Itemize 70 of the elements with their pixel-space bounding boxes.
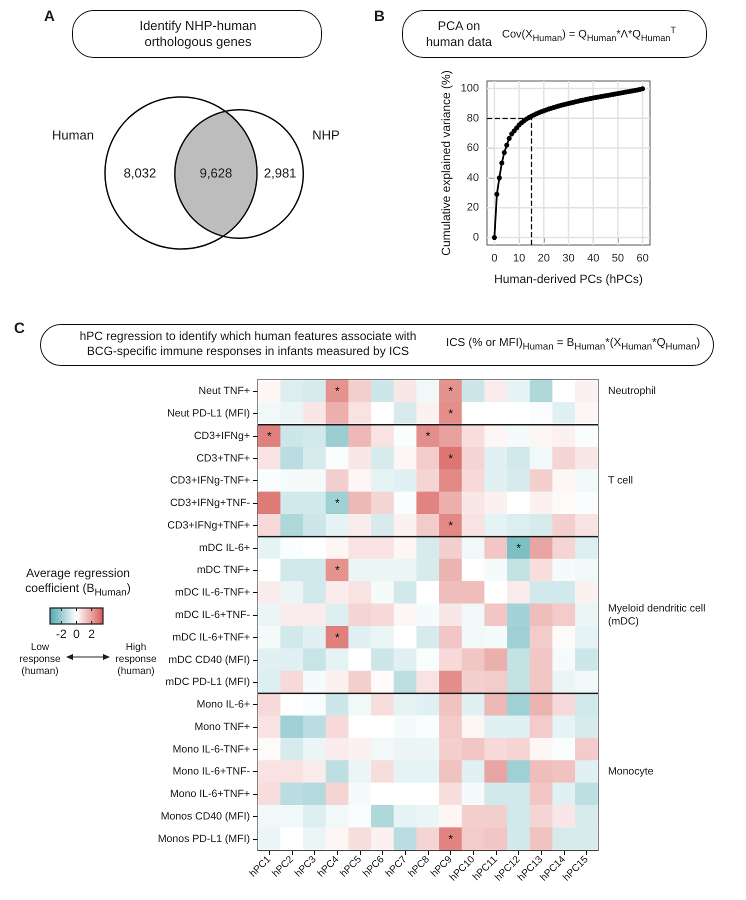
y-tick-label: Mono IL-6-TNF+ bbox=[172, 743, 250, 756]
y-tick-label: mDC IL-6+ bbox=[198, 542, 250, 554]
data-label: * bbox=[448, 832, 454, 846]
category-label: Human bbox=[52, 128, 94, 142]
text: Identify NHP-human orthologous genes bbox=[138, 18, 258, 50]
x-tick-label: 50 bbox=[612, 252, 624, 264]
chart-title: PCA on human data bbox=[424, 18, 494, 50]
y-tick-label: CD3+IFNg+ bbox=[194, 430, 250, 442]
text: B bbox=[374, 8, 385, 25]
x-tick-label: 30 bbox=[562, 252, 575, 264]
y-tick-label: Mono TNF+ bbox=[194, 720, 250, 733]
y-tick-label: CD3+TNF+ bbox=[196, 452, 250, 464]
color-bar-label: -2 bbox=[56, 627, 68, 641]
y-axis-title: Cumulative explained variance (%) bbox=[439, 70, 453, 256]
data-label: * bbox=[426, 428, 431, 443]
chart-title: hPC regression to identify which human features associate with BCG-specific immune responses in infants measured by ICS bbox=[78, 329, 418, 359]
y-tick-label: mDC IL-6+TNF+ bbox=[172, 631, 250, 644]
text: A bbox=[44, 8, 55, 25]
data-label: * bbox=[334, 563, 340, 578]
data-label: * bbox=[516, 540, 522, 555]
y-tick-label: Monos PD-L1 (MFI) bbox=[158, 832, 250, 845]
y-tick-label: 0 bbox=[472, 232, 479, 244]
y-tick-label: 20 bbox=[466, 202, 479, 214]
data-label: * bbox=[334, 630, 340, 644]
data-label: * bbox=[448, 384, 454, 398]
y-tick-label: 80 bbox=[466, 112, 479, 124]
data-label: * bbox=[334, 384, 340, 398]
x-tick-label: 0 bbox=[491, 252, 498, 264]
y-tick-label: 40 bbox=[466, 172, 479, 184]
x-axis-title: Human-derived PCs (hPCs) bbox=[494, 272, 643, 286]
y-tick-label: Mono IL-6+TNF+ bbox=[170, 788, 250, 800]
text: C bbox=[14, 320, 25, 337]
x-tick-label: 60 bbox=[636, 252, 649, 264]
x-tick-label: 20 bbox=[538, 252, 550, 264]
data-label: 9,628 bbox=[200, 166, 232, 180]
y2-tick-label: Monocyte bbox=[608, 766, 654, 778]
y-tick-label: mDC IL-6+TNF- bbox=[175, 609, 250, 621]
y-tick-label: Monos CD40 (MFI) bbox=[160, 810, 250, 822]
y-tick-label: Neut TNF+ bbox=[198, 385, 250, 398]
data-label: * bbox=[448, 451, 454, 466]
text: Low response (human) bbox=[18, 642, 62, 678]
y-tick-label: Mono IL-6+ bbox=[196, 698, 250, 711]
y2-tick-label: Myeloid dendritic cell (mDC) bbox=[608, 602, 708, 628]
y-tick-label: CD3+IFNg+TNF- bbox=[170, 497, 250, 510]
color-bar-label: 0 bbox=[73, 627, 80, 641]
data-label: * bbox=[334, 496, 340, 510]
color-bar-label: 2 bbox=[88, 627, 96, 641]
y-tick-label: Neut PD-L1 (MFI) bbox=[167, 408, 250, 420]
y-tick-label: mDC IL-6-TNF+ bbox=[175, 586, 250, 599]
x-tick-label: 40 bbox=[587, 252, 600, 264]
y-tick-label: mDC CD40 (MFI) bbox=[168, 654, 250, 666]
data-label: 8,032 bbox=[124, 166, 156, 180]
y2-tick-label: T cell bbox=[608, 474, 633, 487]
data-label: 2,981 bbox=[264, 166, 296, 180]
y-tick-label: mDC TNF+ bbox=[196, 564, 250, 576]
data-label: * bbox=[448, 518, 454, 532]
data-label: * bbox=[266, 428, 272, 443]
y-tick-label: CD3+IFNg+TNF+ bbox=[167, 519, 250, 532]
category-label: NHP bbox=[312, 128, 340, 142]
y-tick-label: 100 bbox=[460, 82, 479, 94]
x-tick-label: 10 bbox=[512, 252, 526, 264]
y-tick-label: 60 bbox=[466, 142, 479, 154]
y-tick-label: CD3+IFNg-TNF+ bbox=[170, 474, 250, 487]
color-bar-title: Average regression coefficient (B$_{Human}$) bbox=[24, 566, 132, 600]
text: High response (human) bbox=[114, 642, 158, 678]
y-tick-label: mDC PD-L1 (MFI) bbox=[165, 676, 250, 688]
y2-tick-label: Neutrophil bbox=[608, 385, 656, 398]
data-label: * bbox=[448, 406, 454, 421]
y-tick-label: Mono IL-6+TNF- bbox=[172, 766, 250, 778]
text: ICS (% or MFI)$_{Human}$ = B$_{Human}$*(X$_{Human}$*Q$_{Human}$) bbox=[446, 337, 700, 352]
